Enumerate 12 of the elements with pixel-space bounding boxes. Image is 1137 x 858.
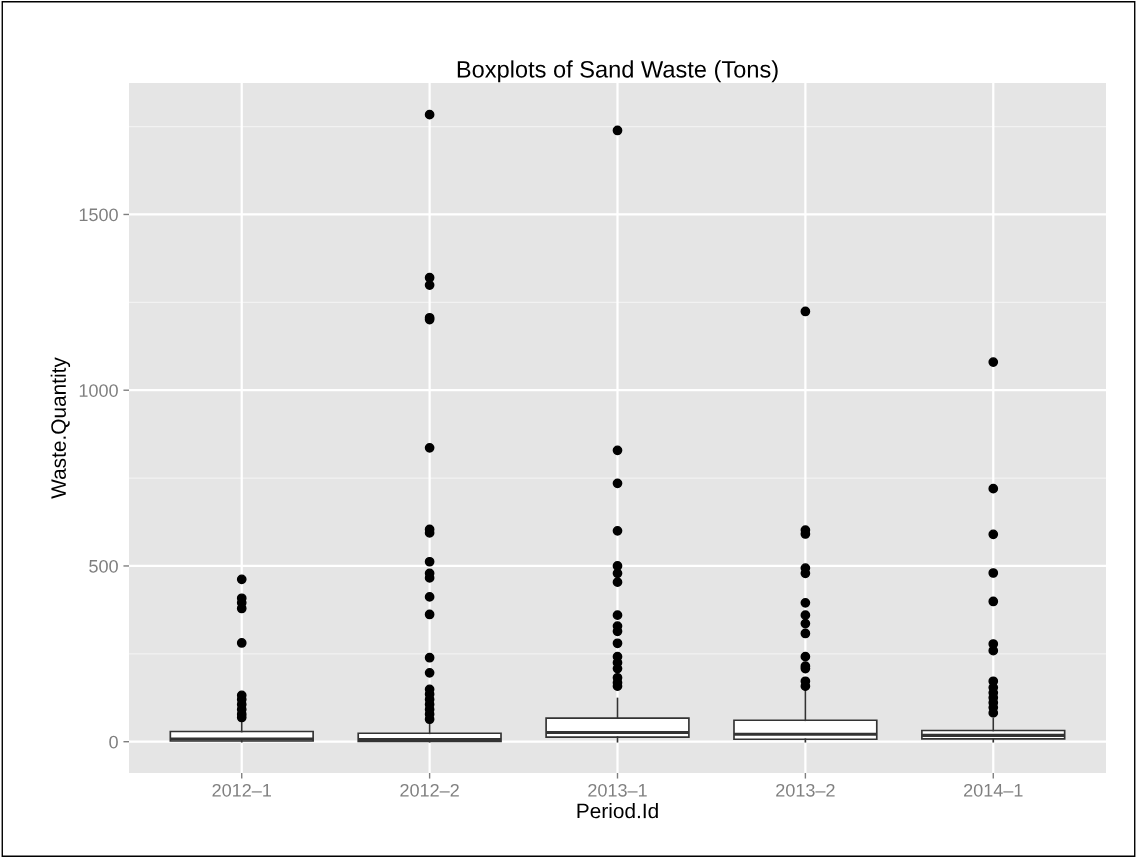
x-tick-label: 2014–1 bbox=[964, 783, 1023, 797]
x-tick-label: 2012–1 bbox=[212, 783, 271, 797]
x-axis-title: Period.Id bbox=[577, 803, 658, 819]
y-tick-label: 1000 bbox=[79, 384, 118, 397]
y-tick-label: 1500 bbox=[79, 208, 118, 222]
y-tick-label: 500 bbox=[89, 559, 118, 573]
y-axis-title: Waste.Quantity bbox=[50, 357, 71, 499]
chart-title: Boxplots of Sand Waste (Tons) bbox=[457, 60, 778, 83]
x-tick-label: 2012–2 bbox=[400, 783, 459, 797]
x-tick-label: 2013–2 bbox=[776, 783, 835, 797]
y-tick-label: 0 bbox=[109, 735, 118, 749]
x-tick-label: 2013–1 bbox=[588, 783, 647, 797]
